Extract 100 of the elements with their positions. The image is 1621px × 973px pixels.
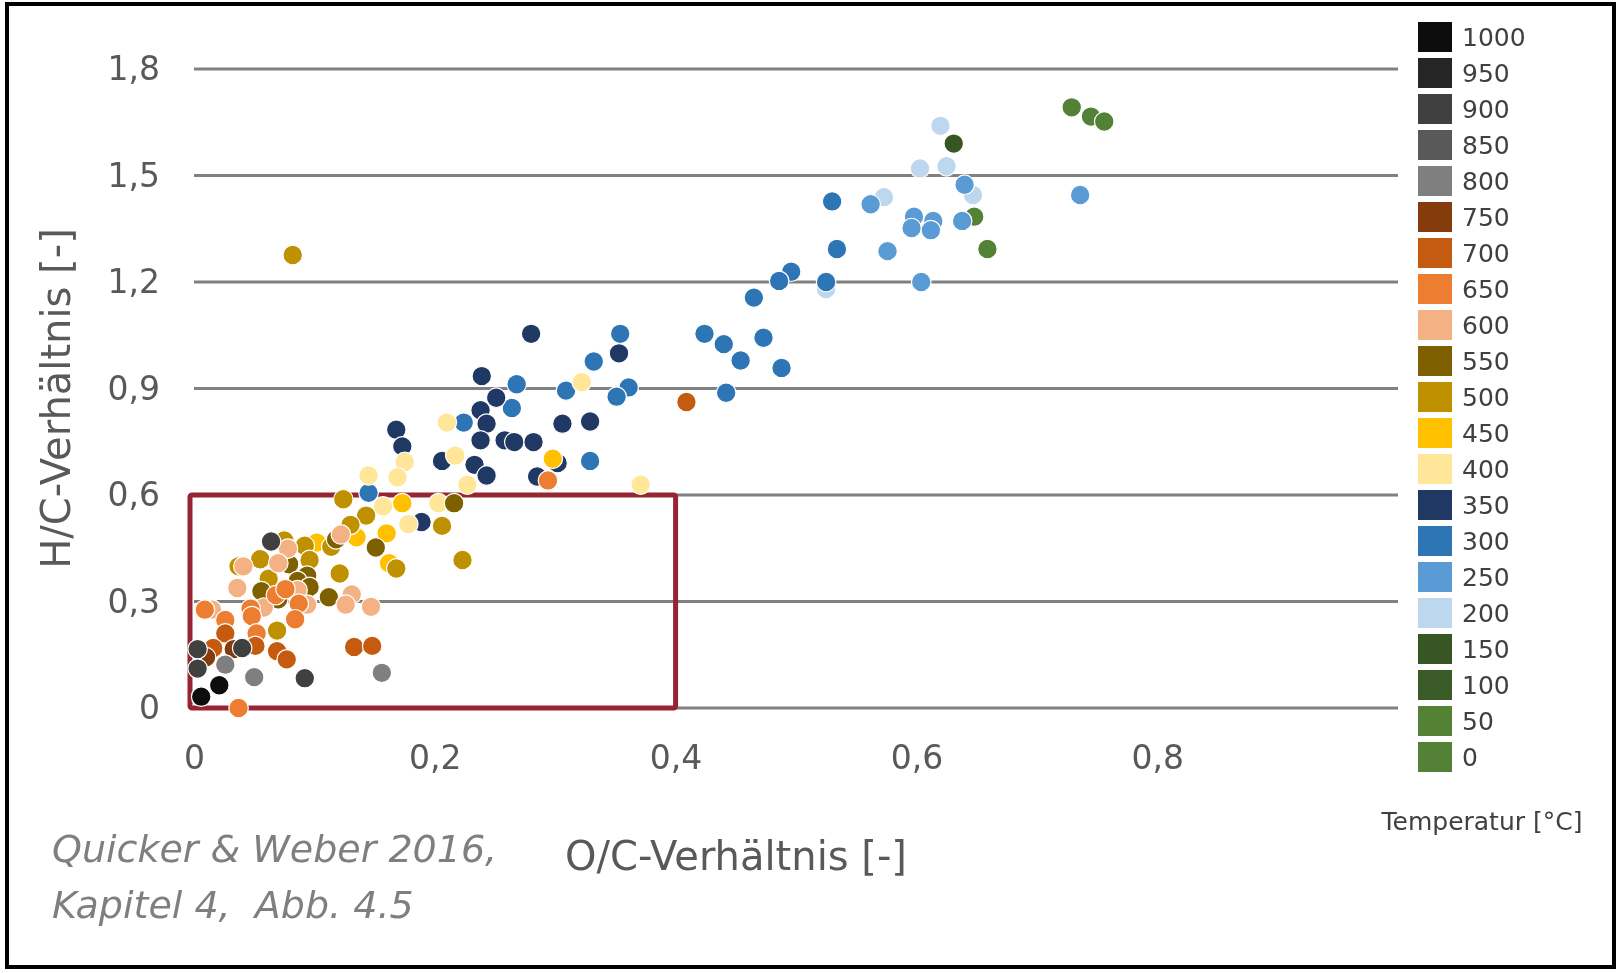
- point: [335, 594, 357, 616]
- point: [977, 238, 998, 260]
- point: [606, 386, 627, 408]
- x-tick-label: 0: [184, 738, 205, 778]
- point: [267, 552, 289, 574]
- point: [501, 397, 523, 419]
- y-tick-label: 1,5: [107, 155, 160, 195]
- legend-label: 350: [1462, 490, 1510, 520]
- point: [753, 327, 774, 349]
- legend-label: 850: [1462, 130, 1510, 160]
- point: [936, 155, 957, 177]
- point: [387, 466, 408, 488]
- point: [456, 474, 478, 496]
- y-tick-label: 1,8: [107, 49, 160, 89]
- point: [901, 217, 922, 239]
- point: [470, 429, 491, 451]
- legend-label: 1000: [1462, 22, 1526, 52]
- point: [471, 365, 493, 387]
- point: [249, 548, 271, 570]
- y-tick-label: 0,3: [107, 581, 160, 621]
- x-axis-title: O/C-Verhältnis [-]: [565, 833, 907, 879]
- point: [329, 563, 351, 584]
- legend-label: 750: [1462, 202, 1510, 232]
- legend-label: 100: [1462, 670, 1510, 700]
- point: [208, 674, 230, 696]
- point: [694, 323, 715, 345]
- point: [187, 658, 208, 679]
- point: [583, 351, 605, 372]
- point: [190, 686, 212, 707]
- point: [241, 605, 263, 627]
- point: [443, 492, 465, 514]
- point: [284, 608, 306, 630]
- legend-label: 600: [1462, 310, 1510, 340]
- point: [276, 649, 298, 670]
- point: [365, 537, 387, 558]
- point: [630, 474, 652, 496]
- point: [376, 522, 398, 544]
- point: [318, 586, 340, 608]
- legend-label: 300: [1462, 526, 1510, 556]
- x-tick-label: 0,6: [890, 738, 944, 778]
- legend-label: 900: [1462, 94, 1510, 124]
- point: [294, 667, 316, 689]
- point: [476, 413, 497, 434]
- point: [910, 271, 932, 293]
- point: [676, 391, 697, 413]
- point: [358, 482, 379, 504]
- point: [730, 350, 751, 371]
- point: [391, 492, 413, 514]
- point: [436, 412, 458, 433]
- legend-label: 550: [1462, 346, 1510, 376]
- point: [920, 219, 942, 241]
- point: [860, 193, 882, 215]
- point: [743, 287, 765, 308]
- point: [214, 623, 236, 644]
- point: [771, 357, 792, 379]
- point: [503, 431, 525, 453]
- point: [768, 270, 790, 292]
- point: [187, 638, 208, 660]
- point: [579, 450, 601, 472]
- point: [951, 210, 973, 232]
- point: [358, 465, 379, 486]
- point: [385, 558, 407, 579]
- point: [815, 271, 837, 293]
- point: [266, 620, 288, 641]
- point: [243, 666, 265, 688]
- point: [542, 448, 564, 470]
- point: [275, 578, 296, 600]
- x-tick-label: 0,4: [649, 738, 703, 778]
- point: [579, 411, 601, 432]
- legend-label: 650: [1462, 274, 1510, 304]
- point: [360, 596, 382, 618]
- point: [485, 387, 507, 409]
- point: [214, 654, 236, 676]
- point: [226, 577, 248, 599]
- point: [228, 697, 249, 719]
- point: [826, 238, 848, 260]
- point: [194, 599, 216, 621]
- point: [713, 333, 735, 355]
- point: [452, 549, 473, 571]
- point: [332, 488, 354, 510]
- point: [476, 465, 497, 486]
- y-tick-label: 0: [139, 688, 160, 728]
- text: Quicker & Weber 2016, Kapitel 4, Abb. 4.5: [52, 827, 498, 927]
- point: [361, 635, 383, 657]
- point: [385, 419, 407, 441]
- point: [506, 373, 528, 395]
- y-axis-title: H/C-Verhältnis [-]: [33, 228, 79, 569]
- legend-label: 950: [1462, 58, 1510, 88]
- legend-label: 150: [1462, 634, 1510, 664]
- legend-label: 200: [1462, 598, 1510, 628]
- point: [943, 133, 965, 154]
- point: [232, 556, 254, 577]
- point: [571, 371, 593, 393]
- point: [260, 531, 282, 552]
- point: [909, 158, 931, 179]
- legend-label: 800: [1462, 166, 1510, 196]
- legend-label: 700: [1462, 238, 1510, 268]
- point: [555, 380, 577, 401]
- y-tick-label: 1,2: [107, 262, 160, 302]
- point: [1061, 96, 1083, 118]
